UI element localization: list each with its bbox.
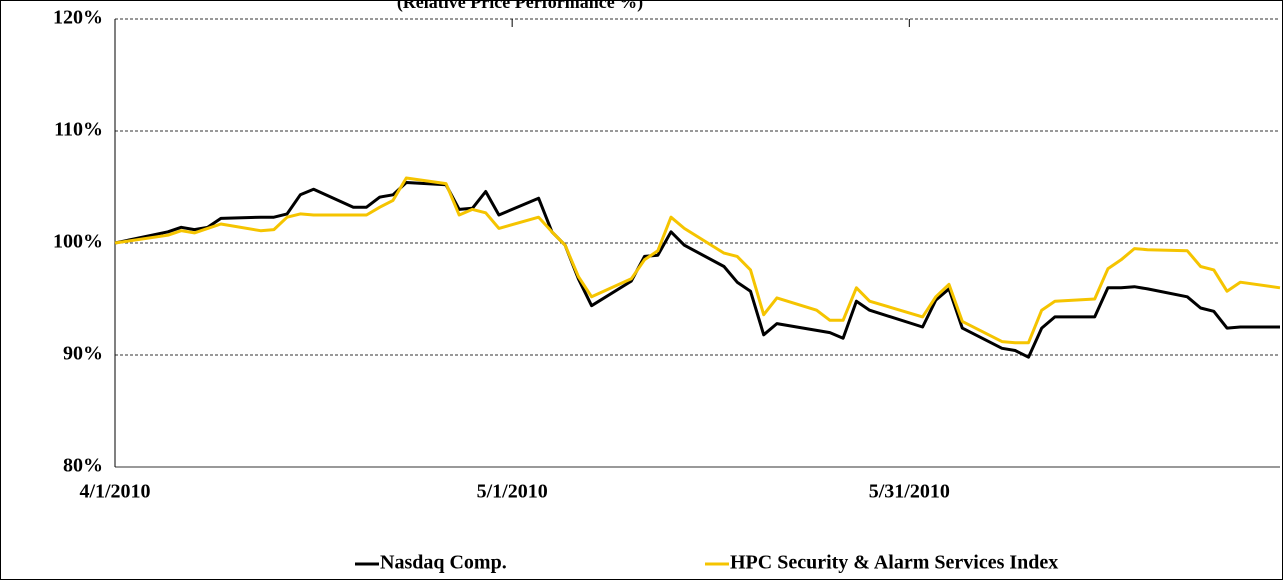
- series-line: [114, 181, 1280, 359]
- legend-label: Nasdaq Comp.: [380, 552, 507, 574]
- chart-subtitle: (Relative Price Performance %): [397, 0, 643, 13]
- x-tick-label: 5/31/2010: [869, 481, 950, 503]
- legend-label: HPC Security & Alarm Services Index: [730, 552, 1058, 574]
- x-tick-label: 5/1/2010: [477, 481, 548, 503]
- y-tick-label: 100%: [53, 231, 103, 253]
- y-tick-label: 110%: [54, 119, 103, 141]
- series-line: [114, 176, 1281, 345]
- y-tick-label: 120%: [53, 7, 103, 29]
- y-tick-label: 80%: [63, 455, 103, 477]
- y-tick-label: 90%: [63, 343, 103, 365]
- x-tick-label: 4/1/2010: [79, 481, 150, 503]
